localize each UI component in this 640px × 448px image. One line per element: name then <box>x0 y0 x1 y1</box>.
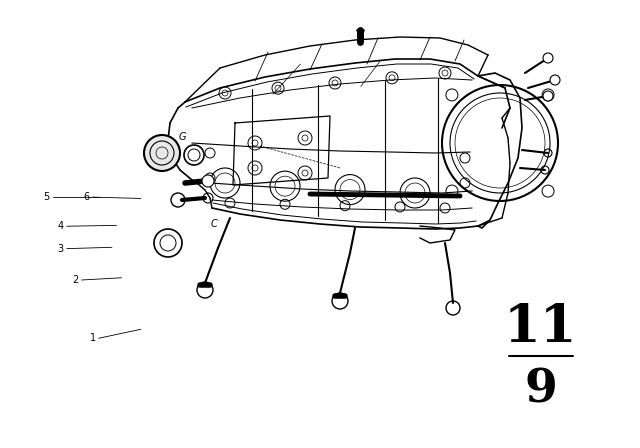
Text: 3: 3 <box>58 244 64 254</box>
Text: 9: 9 <box>524 367 557 413</box>
Circle shape <box>543 53 553 63</box>
Text: 4: 4 <box>58 221 64 231</box>
Text: C: C <box>211 219 218 229</box>
Text: 11: 11 <box>504 302 577 353</box>
Text: 2: 2 <box>72 275 79 285</box>
Circle shape <box>144 135 180 171</box>
Text: 6: 6 <box>83 192 90 202</box>
Text: 5: 5 <box>44 192 50 202</box>
Circle shape <box>202 175 214 187</box>
Text: G: G <box>179 132 186 142</box>
Circle shape <box>543 91 553 101</box>
Circle shape <box>550 75 560 85</box>
Circle shape <box>184 145 204 165</box>
Text: 1: 1 <box>90 333 96 343</box>
